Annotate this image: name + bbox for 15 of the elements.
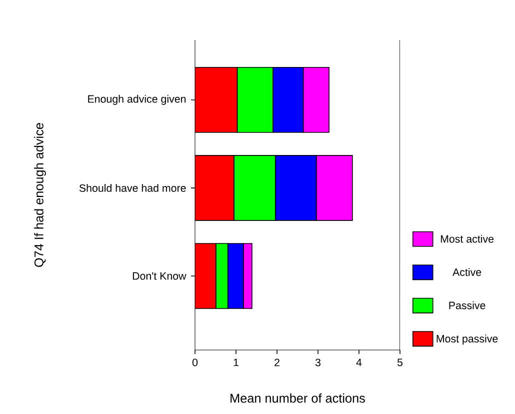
x-axis-title: Mean number of actions bbox=[230, 393, 365, 403]
legend-label: Most active bbox=[440, 234, 494, 243]
x-tick-label: 3 bbox=[315, 358, 320, 366]
x-tick-label: 2 bbox=[274, 358, 280, 366]
y-tick-label: Should have had more bbox=[79, 184, 186, 192]
x-tick-label: 5 bbox=[397, 358, 403, 366]
x-tick-label: 1 bbox=[234, 358, 238, 366]
x-tick-label: 4 bbox=[356, 358, 362, 366]
legend-label: Active bbox=[452, 268, 482, 276]
y-tick-label: Enough advice given bbox=[88, 94, 186, 105]
x-tick-label: 0 bbox=[192, 358, 198, 366]
y-axis-title: Q74 If had enough advice bbox=[34, 123, 46, 267]
legend-label: Passive bbox=[449, 301, 486, 310]
y-tick-label: Don't Know bbox=[132, 272, 186, 280]
legend-label: Most passive bbox=[436, 334, 498, 345]
